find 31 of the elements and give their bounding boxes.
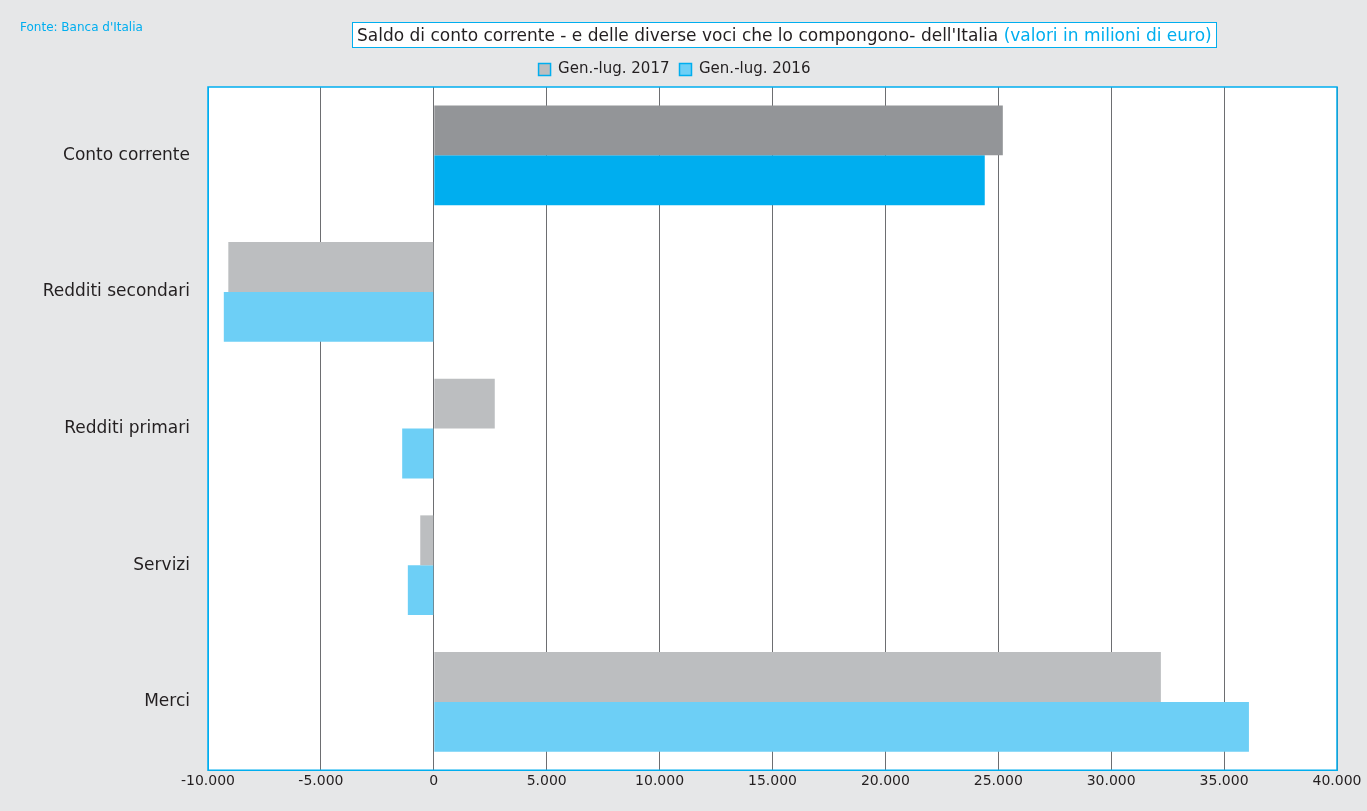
bar	[228, 242, 434, 292]
x-tick-label: 25.000	[973, 772, 1023, 789]
bar	[407, 565, 434, 616]
y-tick-label: Redditi secondari	[42, 280, 190, 301]
chart-title: Saldo di conto corrente - e delle diverse voci che lo compongono- dell'Italia	[357, 25, 999, 45]
y-tick-label: Merci	[144, 690, 190, 711]
x-tick-label: 5.000	[526, 772, 567, 789]
bar	[434, 378, 495, 429]
x-tick-label: 10.000	[635, 772, 685, 789]
source-note: Fonte: Banca d'Italia	[20, 20, 143, 34]
legend-label: Gen.-lug. 2016	[699, 59, 811, 78]
x-tick-label: -10.000	[180, 772, 236, 789]
x-tick-label: -5.000	[298, 772, 344, 789]
bar	[434, 105, 1003, 156]
x-tick-label: 35.000	[1199, 772, 1249, 789]
x-tick-label: 0	[429, 772, 439, 789]
bar	[223, 291, 434, 342]
y-tick-label: Redditi primari	[64, 417, 190, 438]
bar	[434, 155, 985, 206]
x-tick-label: 40.000	[1312, 772, 1362, 789]
x-tick-label: 20.000	[860, 772, 910, 789]
bar	[434, 701, 1249, 752]
legend-label: Gen.-lug. 2017	[558, 59, 670, 78]
x-tick-label: 30.000	[1086, 772, 1136, 789]
bar	[434, 652, 1161, 702]
y-tick-label: Conto corrente	[63, 143, 190, 164]
bar	[420, 515, 434, 566]
chart-subtitle: (valori in milioni di euro)	[1003, 25, 1212, 45]
bar	[402, 428, 434, 479]
y-tick-label: Servizi	[133, 553, 190, 574]
x-tick-label: 15.000	[748, 772, 797, 789]
